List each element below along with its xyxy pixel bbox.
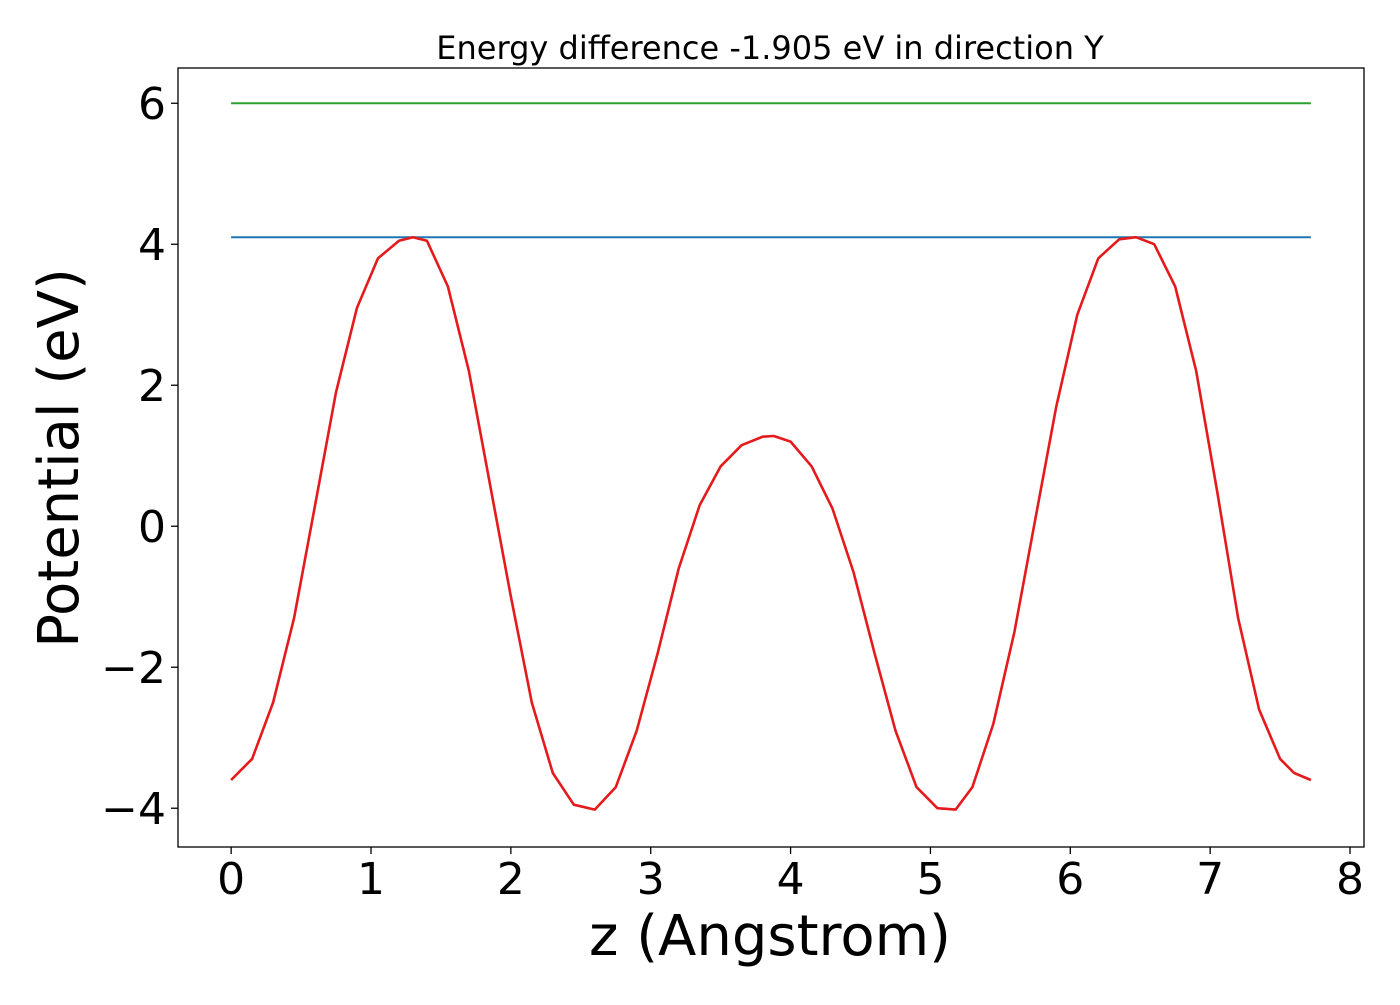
y-tick-label: 6 [138, 79, 166, 130]
x-axis-label: z (Angstrom) [589, 904, 951, 969]
x-tick-label: 2 [497, 854, 525, 905]
x-tick-label: 6 [1056, 854, 1084, 905]
y-tick-label: 2 [138, 361, 166, 412]
x-tick-label: 7 [1196, 854, 1224, 905]
x-tick-label: 0 [217, 854, 245, 905]
y-tick-label: 0 [138, 502, 166, 553]
x-tick-label: 4 [777, 854, 805, 905]
x-tick-label: 5 [916, 854, 944, 905]
y-tick-label: −2 [101, 643, 166, 694]
x-tick-label: 8 [1336, 854, 1364, 905]
x-tick-label: 3 [637, 854, 665, 905]
plot-area: 0 1 2 3 4 5 6 7 8 −4 −2 0 2 4 6 [101, 67, 1365, 905]
plot-frame [177, 67, 1365, 848]
x-tick-label: 1 [357, 854, 385, 905]
series-line-2 [230, 235, 1312, 811]
y-tick-label: 4 [138, 220, 166, 271]
y-axis-label: Potential (eV) [27, 268, 92, 648]
y-tick-label: −4 [101, 784, 166, 835]
chart-title: Energy difference -1.905 eV in direction… [436, 29, 1104, 67]
